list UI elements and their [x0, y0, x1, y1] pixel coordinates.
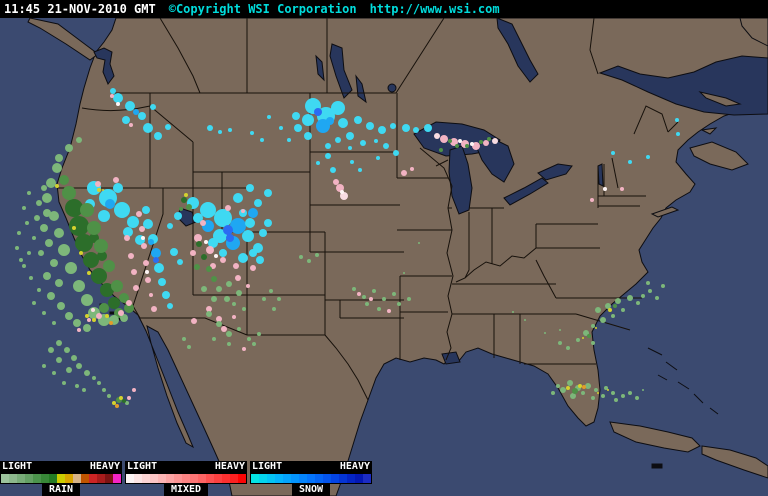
- lake-winnipegosis: [355, 74, 367, 104]
- lake-of-the-woods: [387, 83, 397, 93]
- snow-heavy-label: HEAVY: [339, 461, 370, 472]
- mixed-color-scale: [125, 473, 247, 484]
- newfoundland: [739, 18, 768, 47]
- lake-manitoba: [315, 54, 325, 82]
- anticosti-island: [698, 91, 742, 107]
- continent-landmass: [56, 18, 768, 496]
- mixed-light-label: LIGHT: [127, 461, 158, 472]
- lake-pontchartrain: [441, 351, 461, 365]
- lake-erie: [503, 177, 549, 206]
- rain-color-scale: [0, 473, 122, 484]
- timestamp-text: 11:45 21-NOV-2010 GMT: [4, 2, 156, 16]
- lake-champlain: [597, 163, 604, 187]
- bahamas-outlines: [647, 347, 719, 415]
- snow-color-scale: [250, 473, 372, 484]
- mixed-label: MIXED: [163, 484, 209, 496]
- legend-panel-snow: LIGHT HEAVY SNOW: [250, 461, 372, 496]
- state-borders: [57, 18, 679, 401]
- long-island: [650, 206, 680, 218]
- mixed-heavy-label: HEAVY: [214, 461, 245, 472]
- prince-edward-island: [700, 127, 718, 135]
- vancouver-island: [27, 18, 99, 61]
- copyright-text: ©Copyright WSI Corporation: [168, 2, 357, 16]
- precipitation-layer: [15, 88, 680, 408]
- rain-light-label: LIGHT: [2, 461, 33, 472]
- precipitation-legend: LIGHT HEAVY RAIN LIGHT HEAVY MIXED LIGHT…: [0, 461, 372, 496]
- legend-panel-mixed: LIGHT HEAVY MIXED: [125, 461, 247, 496]
- jamaica: [651, 463, 663, 469]
- puget-sound: [93, 47, 115, 85]
- hispaniola: [701, 445, 768, 479]
- nova-scotia: [689, 141, 749, 171]
- cuba: [609, 421, 701, 453]
- snow-light-label: LIGHT: [252, 461, 283, 472]
- rain-label: RAIN: [41, 484, 81, 496]
- snow-label: SNOW: [291, 484, 331, 496]
- legend-panel-rain: LIGHT HEAVY RAIN: [0, 461, 122, 496]
- north-america-map: [0, 18, 768, 496]
- lake-michigan: [448, 145, 473, 215]
- lake-winnipeg: [329, 43, 353, 99]
- james-bay: [496, 18, 539, 83]
- radar-map: [0, 18, 768, 496]
- rain-heavy-label: HEAVY: [89, 461, 120, 472]
- wsi-url-text: http://www.wsi.com: [369, 2, 500, 16]
- lake-ontario: [537, 163, 573, 181]
- status-bar: 11:45 21-NOV-2010 GMT ©Copyright WSI Cor…: [0, 0, 768, 18]
